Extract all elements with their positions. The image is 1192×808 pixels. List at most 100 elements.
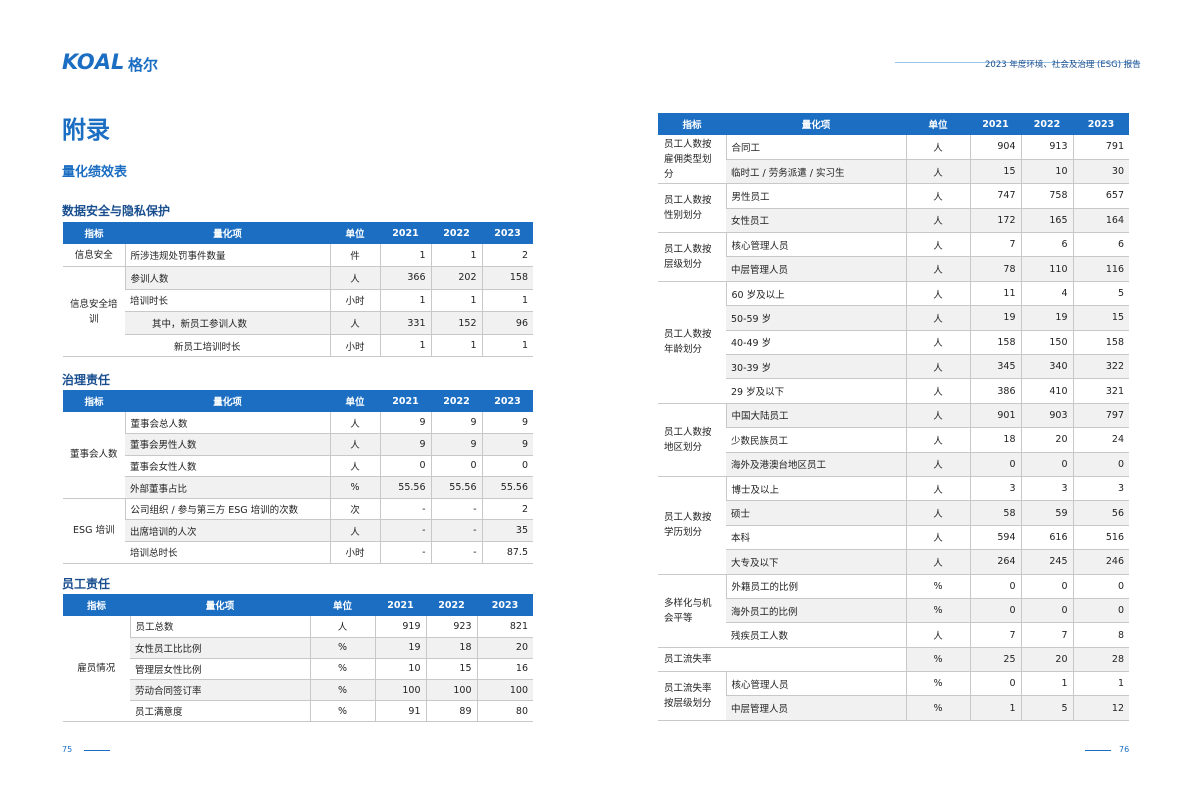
value-cell: 322	[1072, 354, 1129, 380]
value-cell: 0	[379, 455, 431, 478]
value-cell: 18	[425, 637, 477, 659]
tbody: 员工人数按雇佣类型划分 合同工人 904 913 791 临时工 / 劳务派遣 / 实习生…	[658, 135, 1129, 721]
unit-cell: 人	[905, 183, 970, 209]
value-cell: 1	[379, 244, 431, 268]
unit-cell: %	[905, 598, 970, 624]
table-row: 海外员工的比例% 0 0 0	[658, 598, 1129, 624]
item-cell: 合同工	[725, 135, 906, 160]
value-cell: 11	[969, 281, 1021, 307]
unit-cell: %	[905, 647, 970, 673]
unit-cell: 人	[905, 476, 970, 502]
value-cell: 1	[1020, 671, 1073, 697]
column-header: 2023	[482, 222, 533, 244]
unit-cell: 小时	[329, 334, 380, 358]
value-cell: 903	[1020, 403, 1073, 429]
value-cell: 20	[476, 637, 533, 659]
indicator-cell: 员工人数按层级划分	[658, 232, 726, 282]
indicator-cell: 多样化与机会平等	[658, 574, 726, 648]
value-cell: 152	[430, 311, 482, 335]
value-cell: 0	[1072, 452, 1129, 477]
table-row: 女性员工比比例% 19 18 20	[63, 637, 533, 659]
value-cell: 9	[481, 433, 533, 456]
value-cell: 3	[1072, 476, 1129, 502]
value-cell: 5	[1020, 695, 1073, 721]
table-row: 员工流失率按层级划分 核心管理人员% 0 1 1	[658, 671, 1129, 721]
unit-cell: %	[905, 695, 970, 721]
value-cell: 923	[425, 616, 477, 638]
value-cell: 340	[1020, 354, 1073, 380]
value-cell: 7	[1020, 622, 1073, 648]
value-cell: 15	[969, 159, 1021, 185]
item-cell: 少数民族员工	[726, 427, 906, 453]
indicator-cell: ESG 培训	[63, 498, 125, 564]
section-title: 员工责任	[62, 577, 111, 591]
column-header: 2022	[431, 390, 482, 412]
section-title: 数据安全与隐私保护	[62, 204, 171, 218]
column-header: 单位	[330, 390, 380, 412]
table-row: 员工人数按雇佣类型划分 合同工人 904 913 791	[658, 135, 1129, 185]
value-cell: 15	[1072, 305, 1129, 331]
unit-cell: 人	[905, 232, 970, 258]
unit-cell: 人	[329, 519, 380, 543]
item-cell: 董事会男性人数	[125, 433, 330, 456]
value-cell: 797	[1072, 403, 1129, 429]
table-row: 硕士人 58 59 56	[658, 500, 1129, 526]
value-cell: 59	[1020, 500, 1073, 526]
value-cell: -	[430, 498, 482, 521]
data-table: 指标 量化项 单位 2021 2022 2023 员工人数按雇佣类型划分 合同工人 904 913…	[658, 113, 1129, 721]
table-row: 员工人数按学历划分 博士及以上人 3 3 3	[658, 476, 1129, 575]
item-cell: 本科	[726, 525, 906, 551]
value-cell: 150	[1020, 330, 1073, 356]
value-cell: 100	[476, 679, 533, 702]
unit-cell: 小时	[329, 541, 380, 564]
table-row: 董事会人数 董事会总人数人 9 9 9	[63, 412, 533, 499]
footer-rule	[84, 750, 110, 751]
unit-cell: 人	[329, 266, 380, 290]
value-cell: 58	[969, 500, 1021, 526]
value-cell: 616	[1020, 525, 1073, 551]
item-cell: 参训人数	[124, 266, 330, 290]
header-row: 指标 量化项 单位 2021 2022 2023	[63, 390, 533, 412]
value-cell: 246	[1072, 549, 1129, 575]
value-cell: 7	[969, 622, 1021, 648]
table-container: 指标 量化项 单位 2021 2022 2023 董事会人数 董事会总人数人 9 9 9 董事会男性人…	[63, 390, 533, 564]
value-cell: 16	[476, 658, 533, 681]
item-cell: 核心管理人员	[725, 671, 906, 697]
table-row: 40-49 岁人 158 150 158	[658, 330, 1129, 356]
value-cell: 30	[1072, 159, 1129, 185]
value-cell: 264	[969, 549, 1021, 575]
unit-cell: %	[905, 671, 970, 697]
thead: 指标 量化项 单位 2021 2022 2023	[63, 222, 533, 244]
unit-cell: 人	[905, 622, 970, 648]
unit-cell: 人	[905, 256, 970, 282]
item-cell: 30-39 岁	[726, 354, 906, 380]
table-row: 员工人数按层级划分 核心管理人员人 7 6 6	[658, 232, 1129, 282]
indicator-cell: 员工人数按性别划分	[658, 183, 726, 234]
value-cell: 5	[1072, 281, 1129, 307]
table-row: 30-39 岁人 345 340 322	[658, 354, 1129, 380]
unit-cell: 人	[905, 305, 970, 331]
item-cell: 硕士	[726, 500, 906, 526]
table-container: 指标 量化项 单位 2021 2022 2023 员工人数按雇佣类型划分 合同工人 904 913…	[658, 113, 1129, 721]
column-header: 指标	[658, 113, 726, 135]
unit-cell: 件	[329, 244, 380, 268]
value-cell: 758	[1020, 183, 1073, 209]
value-cell: 100	[374, 679, 426, 702]
value-cell: 0	[969, 452, 1021, 477]
value-cell: 202	[430, 266, 482, 290]
value-cell: 9	[430, 433, 482, 456]
value-cell: 158	[1072, 330, 1129, 356]
table-row: 临时工 / 劳务派遣 / 实习生人 15 10 30	[658, 159, 1129, 185]
item-cell: 大专及以下	[726, 549, 906, 575]
table-row: 大专及以下人 264 245 246	[658, 549, 1129, 575]
value-cell: 3	[1020, 476, 1073, 502]
value-cell: 78	[969, 256, 1021, 282]
value-cell: 2	[481, 244, 533, 268]
table-row: 出席培训的人次人 - -35	[63, 519, 533, 543]
value-cell: 28	[1072, 647, 1129, 673]
value-cell: -	[430, 541, 482, 564]
table-row: 信息安全 所涉违规处罚事件数量件 1 1 2	[63, 244, 533, 268]
value-cell: 821	[476, 616, 533, 638]
value-cell: 1	[379, 289, 431, 313]
